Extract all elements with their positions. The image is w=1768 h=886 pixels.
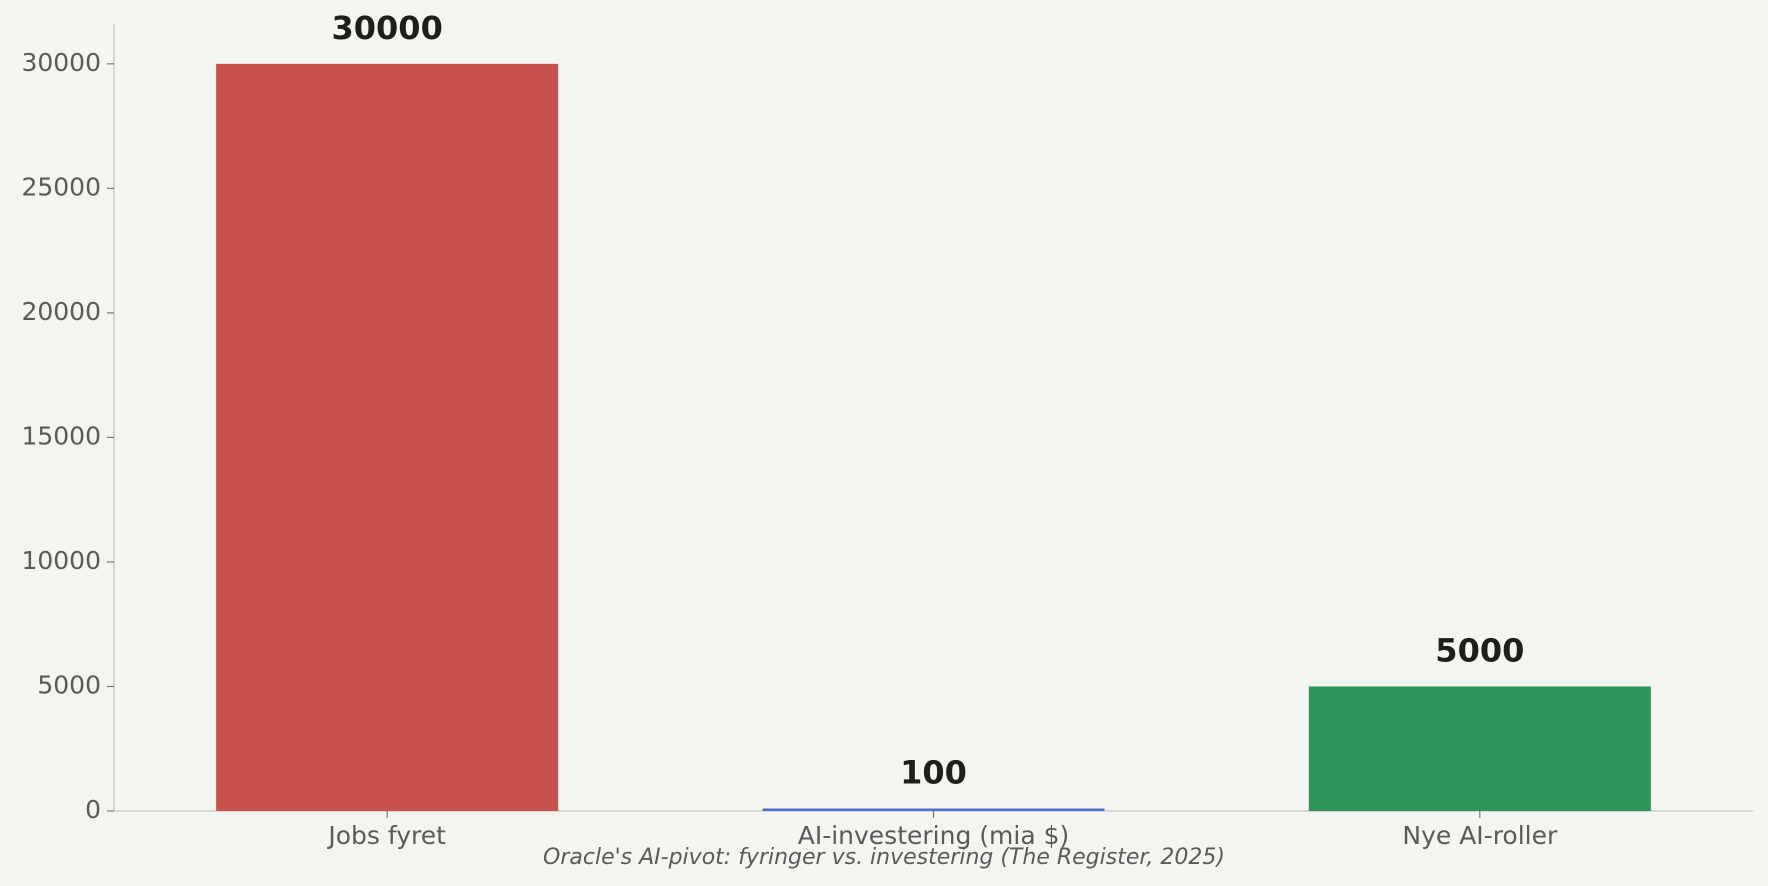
- y-tick-label: 15000: [21, 421, 101, 450]
- y-tick-label: 5000: [37, 670, 101, 699]
- bar: [1308, 686, 1651, 811]
- x-tick-label: AI-investering (mia $): [798, 821, 1070, 850]
- bar: [762, 808, 1105, 811]
- y-tick-label: 10000: [21, 546, 101, 575]
- value-label: 5000: [1435, 631, 1524, 669]
- y-tick-label: 0: [85, 795, 101, 824]
- x-tick-label: Nye AI-roller: [1402, 821, 1558, 850]
- y-tick-label: 25000: [21, 172, 101, 201]
- value-label: 100: [900, 754, 967, 792]
- value-label: 30000: [332, 9, 443, 47]
- bar: [216, 63, 559, 812]
- x-tick-label: Jobs fyret: [326, 821, 446, 850]
- y-tick-label: 20000: [21, 297, 101, 326]
- chart-title: Oracle's AI-pivot: fyringer vs. invester…: [543, 845, 1225, 870]
- y-tick-label: 30000: [21, 48, 101, 77]
